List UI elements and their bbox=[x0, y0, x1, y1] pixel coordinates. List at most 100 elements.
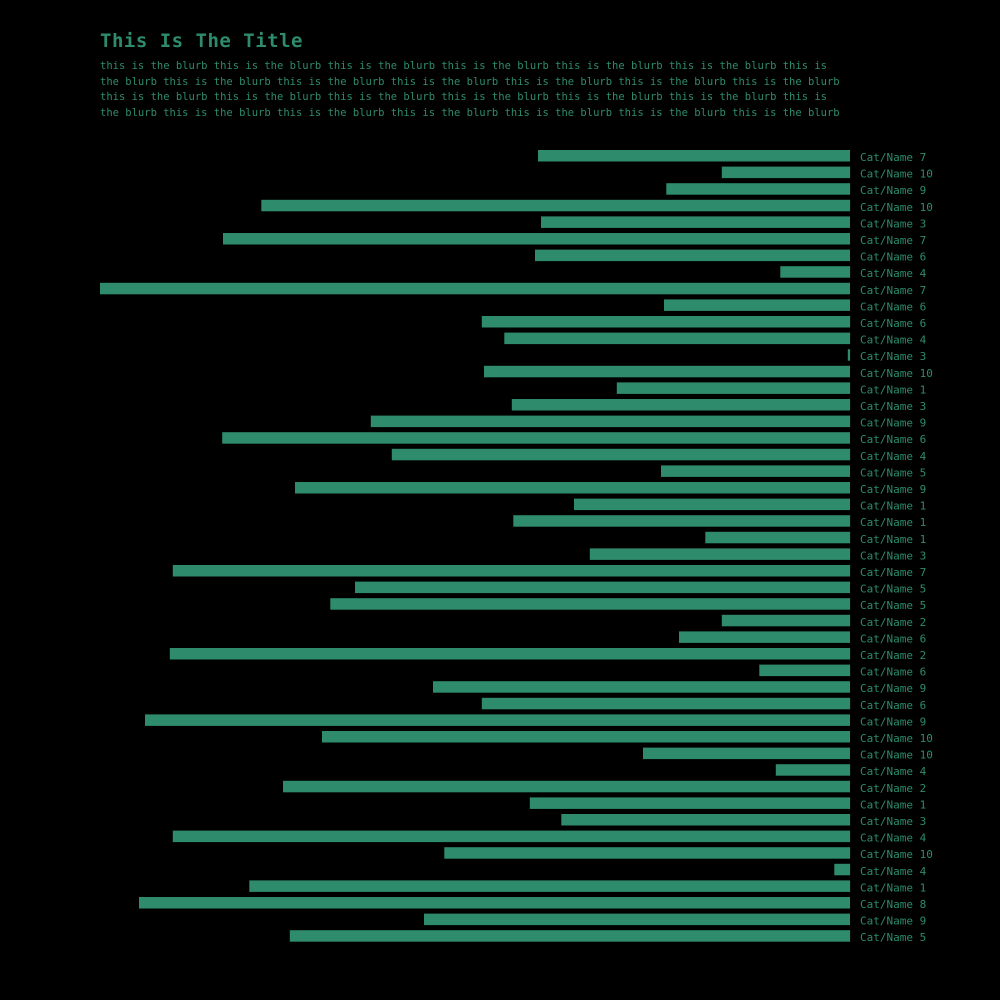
bar-22 bbox=[574, 498, 850, 511]
bar-46 bbox=[139, 897, 850, 909]
bar-4 bbox=[261, 199, 851, 212]
bar-label-12: Cat/Name 4 bbox=[860, 334, 927, 347]
bar-label-7: Cat/Name 6 bbox=[860, 251, 926, 264]
bar-29 bbox=[721, 614, 851, 627]
bar-36 bbox=[322, 731, 850, 743]
bar-label-29: Cat/Name 2 bbox=[860, 616, 926, 629]
bar-14 bbox=[484, 365, 850, 378]
bar-label-16: Cat/Name 3 bbox=[860, 400, 926, 413]
bar-3 bbox=[666, 183, 851, 195]
bar-label-34: Cat/Name 6 bbox=[860, 699, 926, 712]
bar-47 bbox=[424, 913, 850, 926]
bar-label-44: Cat/Name 4 bbox=[860, 865, 927, 878]
bar-label-9: Cat/Name 7 bbox=[860, 284, 926, 297]
bar-label-17: Cat/Name 9 bbox=[860, 417, 926, 430]
bar-label-4: Cat/Name 10 bbox=[860, 201, 933, 214]
bar-label-39: Cat/Name 2 bbox=[860, 782, 926, 795]
bar-label-27: Cat/Name 5 bbox=[860, 583, 926, 596]
bar-label-2: Cat/Name 10 bbox=[860, 168, 933, 181]
bar-13 bbox=[847, 349, 851, 361]
bar-label-15: Cat/Name 1 bbox=[860, 383, 926, 396]
bar-label-35: Cat/Name 9 bbox=[860, 715, 926, 728]
bar-37 bbox=[643, 747, 850, 760]
bar-12 bbox=[504, 332, 851, 345]
bar-5 bbox=[541, 216, 850, 228]
bar-7 bbox=[535, 249, 850, 262]
bar-label-45: Cat/Name 1 bbox=[860, 881, 926, 894]
bar-label-25: Cat/Name 3 bbox=[860, 549, 926, 562]
bar-39 bbox=[283, 780, 850, 793]
bar-15 bbox=[616, 382, 851, 394]
bar-label-6: Cat/Name 7 bbox=[860, 234, 926, 247]
bar-label-5: Cat/Name 3 bbox=[860, 217, 926, 230]
bar-33 bbox=[433, 681, 850, 693]
bar-label-11: Cat/Name 6 bbox=[860, 317, 926, 330]
bar-24 bbox=[705, 531, 851, 544]
bar-label-42: Cat/Name 4 bbox=[860, 832, 927, 845]
bar-26 bbox=[172, 565, 851, 577]
bar-2 bbox=[721, 166, 851, 179]
bar-label-19: Cat/Name 4 bbox=[860, 450, 927, 463]
bar-16 bbox=[511, 399, 851, 411]
bar-32 bbox=[759, 664, 851, 677]
bar-35 bbox=[145, 714, 850, 726]
bar-label-24: Cat/Name 1 bbox=[860, 533, 926, 546]
bar-9 bbox=[100, 282, 850, 295]
bar-label-10: Cat/Name 6 bbox=[860, 300, 926, 313]
bar-31 bbox=[169, 648, 851, 660]
bar-label-8: Cat/Name 4 bbox=[860, 267, 927, 280]
bar-23 bbox=[513, 515, 851, 527]
bar-label-43: Cat/Name 10 bbox=[860, 848, 933, 861]
bar-label-1: Cat/Name 7 bbox=[860, 151, 926, 164]
bar-19 bbox=[391, 448, 851, 461]
bar-44 bbox=[834, 863, 851, 876]
bar-18 bbox=[222, 432, 850, 444]
chart-blurb: this is the blurb this is the blurb this… bbox=[100, 60, 840, 119]
bar-label-13: Cat/Name 3 bbox=[860, 350, 926, 363]
bar-label-3: Cat/Name 9 bbox=[860, 184, 926, 197]
bar-label-46: Cat/Name 8 bbox=[860, 898, 926, 911]
bar-6 bbox=[223, 233, 850, 245]
bar-label-31: Cat/Name 2 bbox=[860, 649, 926, 662]
bar-group bbox=[100, 150, 851, 942]
bar-label-38: Cat/Name 4 bbox=[860, 765, 927, 778]
bar-25 bbox=[589, 548, 851, 560]
bar-45 bbox=[249, 880, 851, 892]
bar-8 bbox=[780, 266, 851, 278]
bar-1 bbox=[538, 150, 850, 162]
bar-label-23: Cat/Name 1 bbox=[860, 516, 926, 529]
bar-20 bbox=[661, 465, 850, 477]
bar-label-33: Cat/Name 9 bbox=[860, 682, 926, 695]
bar-21 bbox=[295, 482, 850, 494]
bar-27 bbox=[355, 581, 850, 594]
bar-43 bbox=[444, 847, 851, 859]
bar-label-48: Cat/Name 5 bbox=[860, 931, 926, 944]
bar-40 bbox=[529, 797, 851, 809]
bar-label-40: Cat/Name 1 bbox=[860, 798, 926, 811]
bar-28 bbox=[330, 598, 851, 610]
bar-10 bbox=[664, 299, 850, 311]
bar-label-37: Cat/Name 10 bbox=[860, 749, 933, 762]
bar-42 bbox=[172, 830, 851, 843]
bar-label-21: Cat/Name 9 bbox=[860, 483, 926, 496]
bar-label-28: Cat/Name 5 bbox=[860, 599, 926, 612]
bar-label-18: Cat/Name 6 bbox=[860, 433, 926, 446]
bar-label-32: Cat/Name 6 bbox=[860, 666, 926, 679]
bar-label-26: Cat/Name 7 bbox=[860, 566, 926, 579]
bar-41 bbox=[561, 814, 851, 826]
bar-label-36: Cat/Name 10 bbox=[860, 732, 933, 745]
bar-label-14: Cat/Name 10 bbox=[860, 367, 933, 380]
bar-38 bbox=[775, 764, 851, 776]
bar-label-41: Cat/Name 3 bbox=[860, 815, 926, 828]
bar-label-47: Cat/Name 9 bbox=[860, 915, 926, 928]
bar-48 bbox=[289, 930, 851, 942]
bar-11 bbox=[481, 316, 851, 328]
bar-34 bbox=[481, 697, 851, 710]
bar-label-30: Cat/Name 6 bbox=[860, 632, 926, 645]
label-group: Cat/Name 7 Cat/Name 10 Cat/Name 9 Cat/Name … bbox=[860, 151, 933, 944]
bar-label-20: Cat/Name 5 bbox=[860, 466, 926, 479]
bar-label-22: Cat/Name 1 bbox=[860, 500, 926, 513]
chart-title: This Is The Title bbox=[100, 30, 303, 52]
